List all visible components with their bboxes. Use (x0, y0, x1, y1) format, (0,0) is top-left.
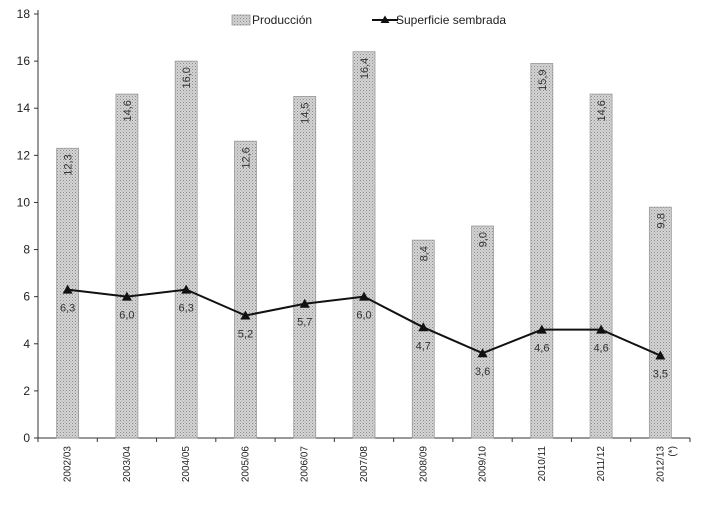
y-tick-label: 12 (17, 148, 31, 162)
x-tick-label: 2010/11 (537, 446, 548, 482)
bar-data-label: 8,4 (418, 246, 430, 261)
line-point-marker (181, 284, 192, 294)
bar (352, 51, 376, 439)
line-point-marker (299, 298, 310, 308)
x-tick-label: 2011/12 (596, 446, 607, 482)
bar (471, 225, 494, 439)
line-point-marker (477, 348, 488, 358)
x-tick-label: 2005/06 (240, 446, 251, 483)
y-tick-label: 10 (17, 195, 31, 209)
bar-data-label: 16,4 (359, 58, 371, 79)
bar (234, 140, 257, 439)
line-data-label: 4,6 (534, 343, 549, 355)
bar-data-label: 16,0 (181, 67, 193, 88)
x-tick-label: 2009/10 (478, 446, 489, 483)
legend: Producción Superficie sembrada (231, 13, 506, 27)
y-tick-label: 0 (23, 431, 30, 445)
x-tick-label: 2006/07 (300, 446, 311, 483)
line-data-label: 5,2 (238, 329, 253, 341)
bars: 12,3 14,6 16,0 12,6 14,5 16,4 8,4 9,0 15,9 14,6 9,… (56, 51, 672, 439)
line-data-label: 6,0 (356, 310, 371, 322)
legend-line-marker (380, 15, 390, 23)
bar-data-label: 14,6 (596, 100, 608, 121)
x-tick-label: 2008/09 (418, 446, 429, 483)
line-data-label: 5,7 (297, 317, 312, 329)
y-tick-label: 4 (23, 337, 30, 351)
line-data-label: 3,5 (653, 369, 668, 381)
line-data-label: 3,6 (475, 366, 490, 378)
bar-data-label: 9,0 (478, 232, 490, 247)
bar-data-label: 12,3 (63, 154, 75, 175)
bar-data-label: 14,6 (122, 100, 134, 121)
line-data-label: 6,3 (179, 303, 194, 315)
legend-bar-label: Producción (252, 13, 312, 27)
legend-line-label: Superficie sembrada (396, 13, 506, 27)
bar (411, 239, 435, 439)
line-data-label: 6,3 (60, 303, 75, 315)
bar-data-label: 14,5 (300, 102, 312, 123)
bar-data-label: 15,9 (537, 69, 549, 90)
axes: 0 2 4 6 8 10 12 14 16 18 2002/03 2003/04 2004/05 2005… (17, 7, 691, 483)
bar (530, 63, 554, 439)
line-data-label: 4,6 (593, 343, 608, 355)
line-point-marker (240, 310, 251, 320)
line-data-label: 6,0 (119, 310, 134, 322)
x-tick-label: 2004/05 (181, 446, 192, 483)
line-data-label: 4,7 (416, 340, 431, 352)
y-tick-label: 18 (17, 7, 31, 21)
bar (115, 93, 139, 439)
bar-data-label: 9,8 (655, 213, 667, 228)
bar (648, 206, 672, 439)
x-tick-label: 2002/03 (63, 446, 74, 483)
line-point-marker (121, 291, 132, 301)
line-series: 6,3 6,0 6,3 5,2 5,7 6,0 4,7 3,6 4,6 4,6 3,5 (60, 284, 668, 381)
bar-data-label: 12,6 (240, 147, 252, 168)
y-tick-label: 2 (23, 384, 30, 398)
line-point-marker (536, 324, 547, 334)
x-tick-label: 2003/04 (122, 446, 133, 483)
x-tick-label-suffix: (*) (667, 446, 678, 457)
y-tick-label: 8 (23, 243, 30, 257)
y-tick-label: 16 (17, 54, 31, 68)
line-point-marker (655, 350, 666, 360)
line-point-marker (418, 322, 429, 332)
x-tick-label: 2007/08 (359, 446, 370, 483)
line-point-marker (62, 284, 73, 294)
legend-bar-swatch (231, 14, 251, 26)
bar (174, 60, 198, 439)
line-point-marker (596, 324, 607, 334)
y-tick-label: 14 (17, 101, 31, 115)
bar (293, 96, 317, 439)
bar (589, 93, 613, 439)
line-point-marker (359, 291, 369, 301)
y-tick-label: 6 (23, 290, 30, 304)
x-tick-label: 2012/13 (655, 446, 666, 483)
